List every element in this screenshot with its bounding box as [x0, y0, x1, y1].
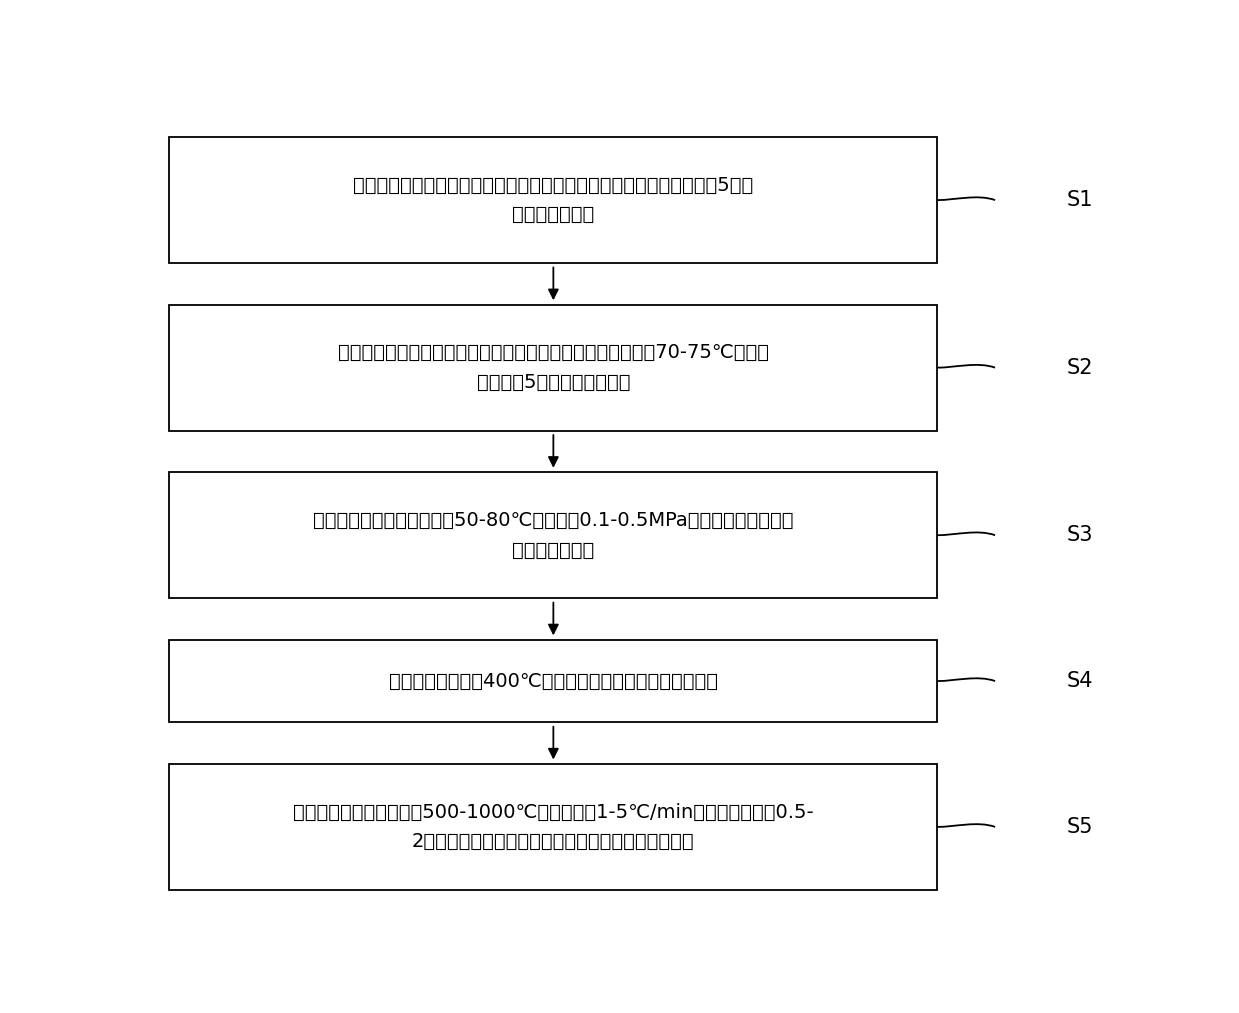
Text: S2: S2	[1067, 358, 1094, 378]
Bar	[170, 764, 938, 889]
Text: 将混炼料置于热压铸机中于50-80℃温度下和0.1-0.5MPa压力下进行热压铸成
型，得到成型料: 将混炼料置于热压铸机中于50-80℃温度下和0.1-0.5MPa压力下进行热压铸…	[313, 511, 794, 559]
Text: S4: S4	[1067, 671, 1094, 691]
Text: 将除蜡料置于烧结炉中于500-1000℃温度下、以1-5℃/min的升温速率以及0.5-
2小时保温时间进行烧结处理，得到电子烟用多孔陶瓷: 将除蜡料置于烧结炉中于500-1000℃温度下、以1-5℃/min的升温速率以及…	[294, 802, 814, 851]
Text: S5: S5	[1067, 816, 1094, 837]
Text: 将混合粉体与按照配方称取的石蜡、改性剂置于混炼装置中于70-75℃温度下
混炼至少5小时，得到混炼料: 将混合粉体与按照配方称取的石蜡、改性剂置于混炼装置中于70-75℃温度下 混炼至…	[338, 343, 769, 392]
Bar	[170, 472, 938, 598]
Text: S3: S3	[1067, 525, 1094, 545]
Text: S1: S1	[1067, 190, 1094, 210]
Bar	[170, 640, 938, 722]
Bar	[170, 305, 938, 431]
Text: 将成型料于室温至400℃温度下进行排蜡处理，得到除蜡料: 将成型料于室温至400℃温度下进行排蜡处理，得到除蜡料	[389, 672, 717, 691]
Bar	[170, 137, 938, 263]
Text: 按照配方称取陶瓷粉体、烧结助剂和造孔剂并置于混合装置中混合至少5小时
，得到混合粉体: 按照配方称取陶瓷粉体、烧结助剂和造孔剂并置于混合装置中混合至少5小时 ，得到混合…	[353, 176, 753, 224]
